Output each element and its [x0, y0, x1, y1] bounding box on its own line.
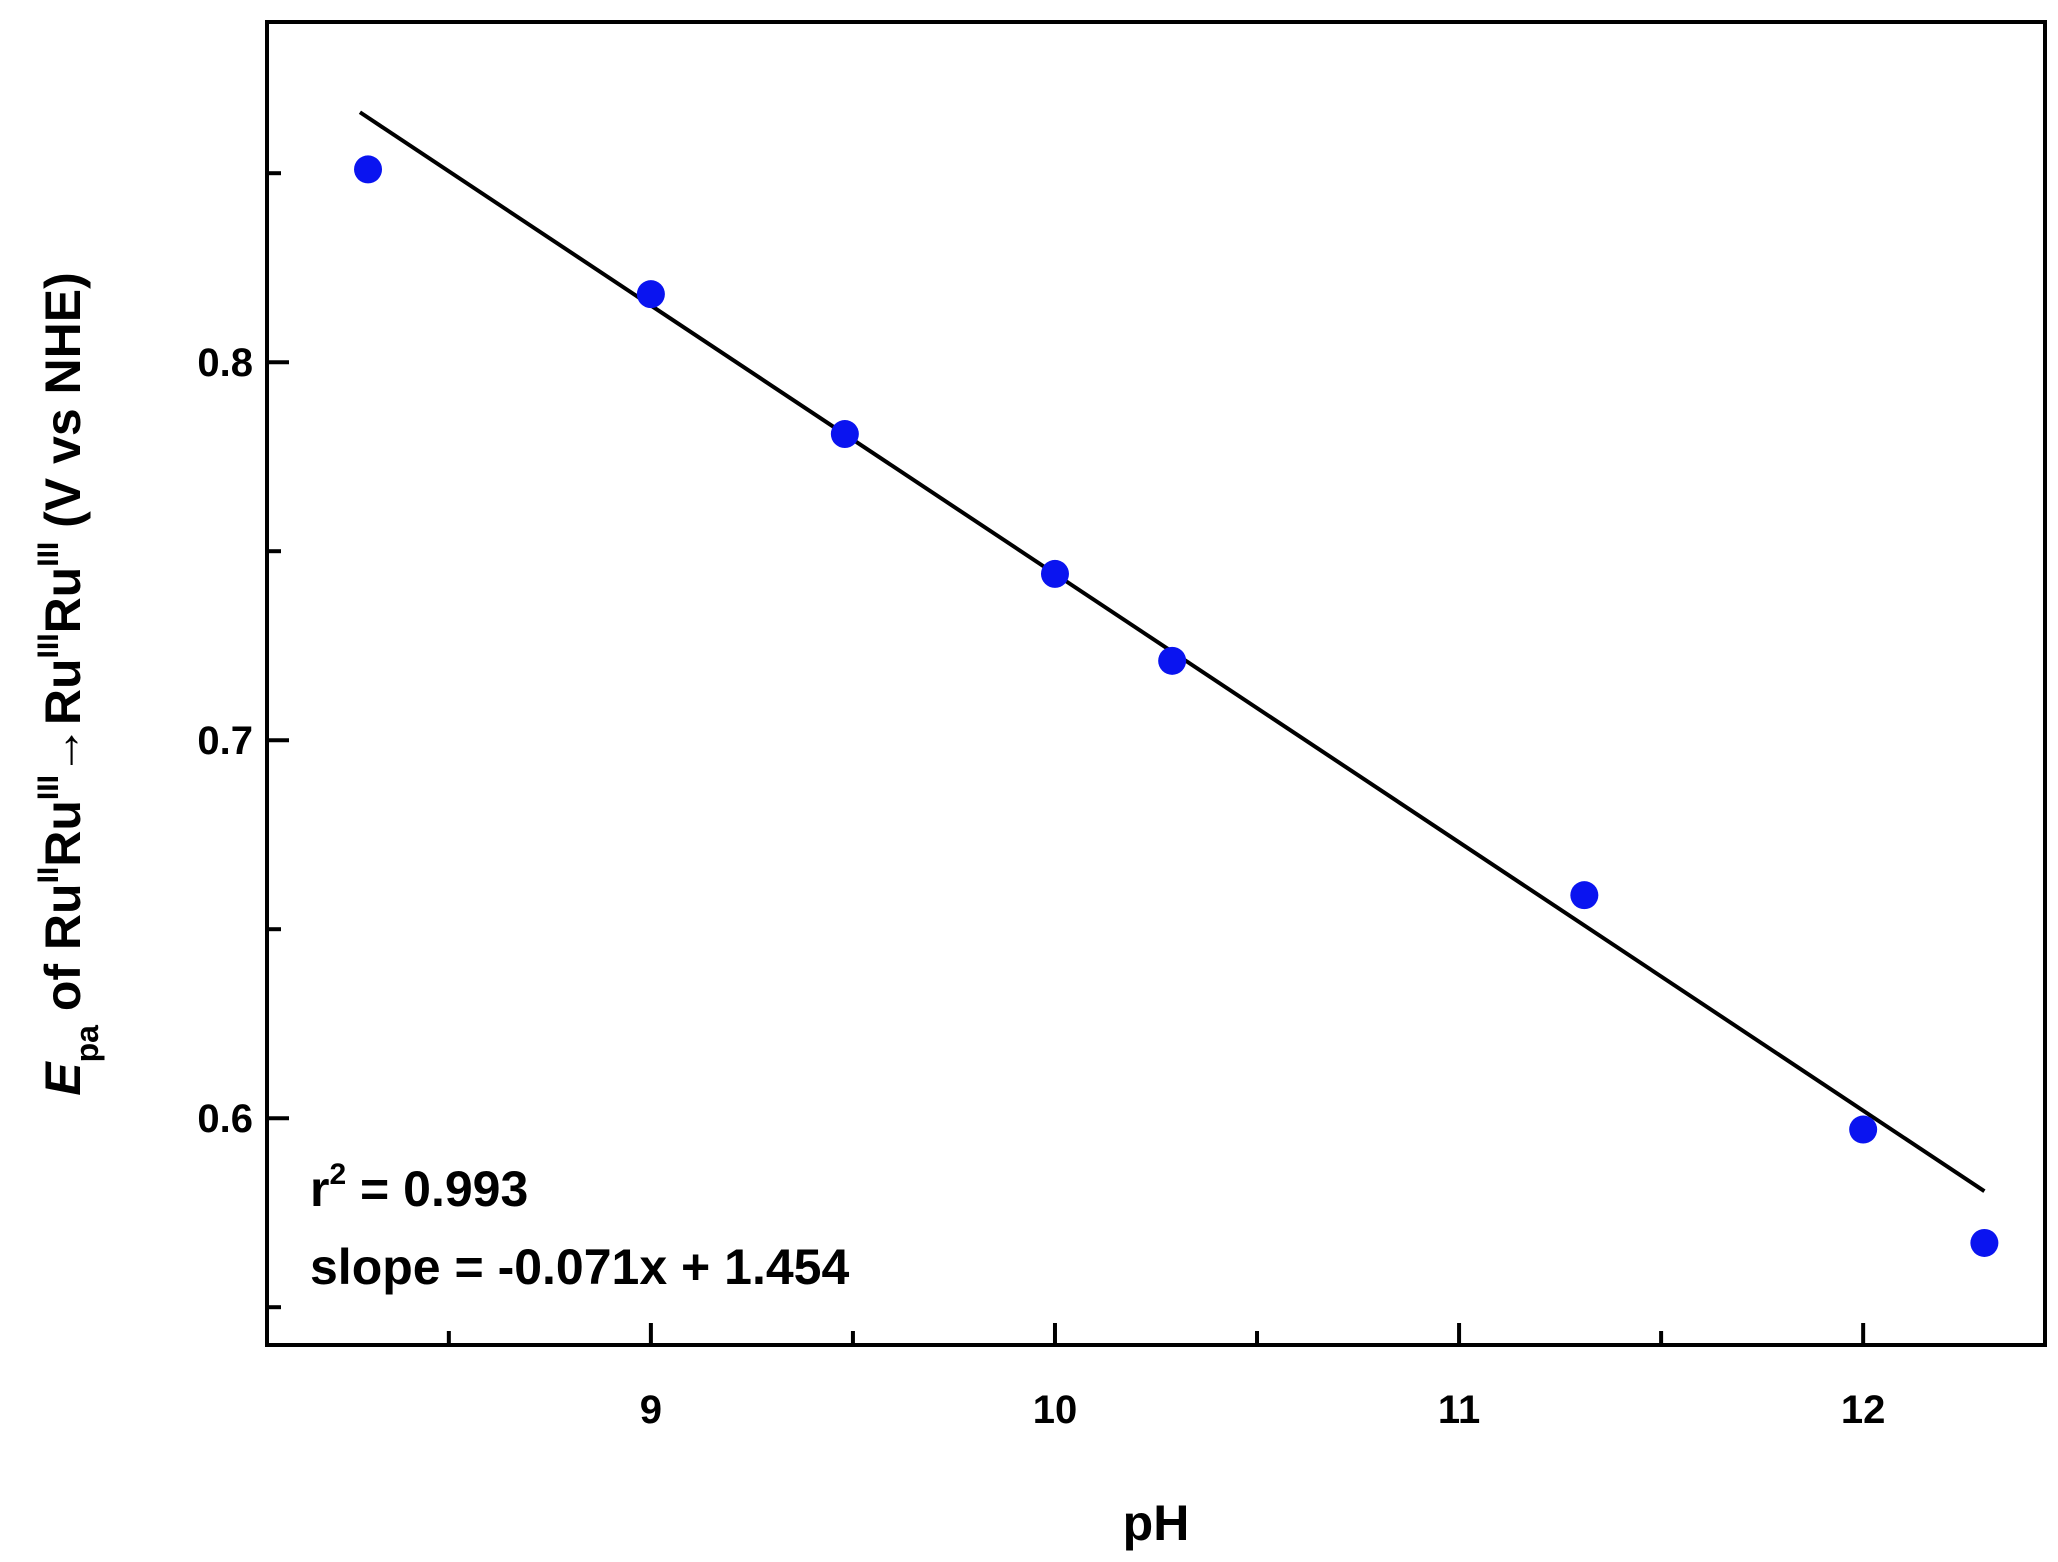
r2-value: = 0.993	[346, 1161, 528, 1217]
data-point	[1849, 1115, 1878, 1144]
y-label-arrow: →	[35, 725, 91, 775]
y-tick-label: 0.8	[197, 341, 253, 385]
y-label-ru2: Ru	[35, 658, 91, 725]
plot-frame	[265, 20, 2047, 1347]
r2-annotation: r2 = 0.993	[310, 1158, 528, 1217]
data-points	[354, 155, 1999, 1257]
data-point	[636, 280, 665, 309]
r2-prefix: r	[310, 1161, 329, 1217]
y-label-ru3: Ru	[35, 567, 91, 634]
y-label-iii2: III	[32, 633, 65, 658]
x-tick-label: 12	[1841, 1388, 1886, 1432]
data-point	[1970, 1228, 1999, 1257]
r2-sup: 2	[329, 1158, 346, 1191]
y-label-unit: (V vs NHE)	[35, 272, 91, 542]
data-point	[1158, 646, 1187, 675]
data-point	[1570, 881, 1599, 910]
y-axis-label: Epa of RuIIRuIII→RuIIIRuIII (V vs NHE)	[32, 272, 105, 1096]
x-tick-label: 11	[1438, 1388, 1480, 1432]
y-tick-label: 0.7	[197, 719, 253, 763]
x-axis-label: pH	[1123, 1495, 1190, 1551]
y-label-ru1: Ru	[35, 800, 91, 867]
y-label-iii: III	[32, 775, 65, 800]
y-label-pa: pa	[69, 1025, 105, 1063]
x-tick-label: 10	[1033, 1388, 1078, 1432]
y-label-iii3: III	[32, 542, 65, 567]
y-label-of: of Ru	[35, 883, 91, 1025]
x-tick-label: 9	[640, 1388, 662, 1432]
data-point	[354, 155, 383, 184]
axis-ticks	[267, 171, 1866, 1345]
y-label-ii: II	[32, 867, 65, 884]
data-point	[1040, 559, 1069, 588]
y-tick-label: 0.6	[197, 1097, 253, 1141]
data-point	[830, 420, 859, 449]
slope-annotation: slope = -0.071x + 1.454	[310, 1239, 849, 1295]
y-label-e: E	[35, 1061, 91, 1096]
tick-labels: 9 10 11 12 0.6 0.7 0.8	[197, 341, 1885, 1432]
